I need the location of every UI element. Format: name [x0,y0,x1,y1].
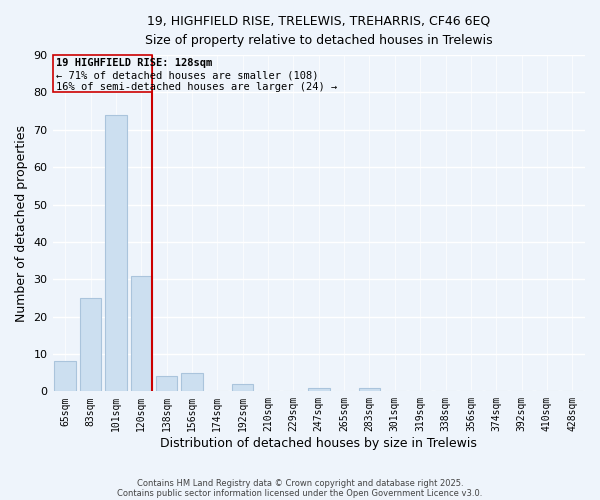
Text: Contains HM Land Registry data © Crown copyright and database right 2025.: Contains HM Land Registry data © Crown c… [137,478,463,488]
Text: Contains public sector information licensed under the Open Government Licence v3: Contains public sector information licen… [118,488,482,498]
Bar [131,276,152,392]
Y-axis label: Number of detached properties: Number of detached properties [15,124,28,322]
Title: 19, HIGHFIELD RISE, TRELEWIS, TREHARRIS, CF46 6EQ
Size of property relative to d: 19, HIGHFIELD RISE, TRELEWIS, TREHARRIS,… [145,15,493,47]
Text: 16% of semi-detached houses are larger (24) →: 16% of semi-detached houses are larger (… [56,82,338,92]
Text: 19 HIGHFIELD RISE: 128sqm: 19 HIGHFIELD RISE: 128sqm [56,58,212,68]
Bar [359,388,380,392]
Text: ← 71% of detached houses are smaller (108): ← 71% of detached houses are smaller (10… [56,70,319,80]
Bar [105,115,127,392]
Bar [53,55,152,92]
Bar [156,376,178,392]
Bar [55,362,76,392]
Bar [308,388,329,392]
Bar [80,298,101,392]
X-axis label: Distribution of detached houses by size in Trelewis: Distribution of detached houses by size … [160,437,477,450]
Bar [232,384,253,392]
Bar [181,372,203,392]
